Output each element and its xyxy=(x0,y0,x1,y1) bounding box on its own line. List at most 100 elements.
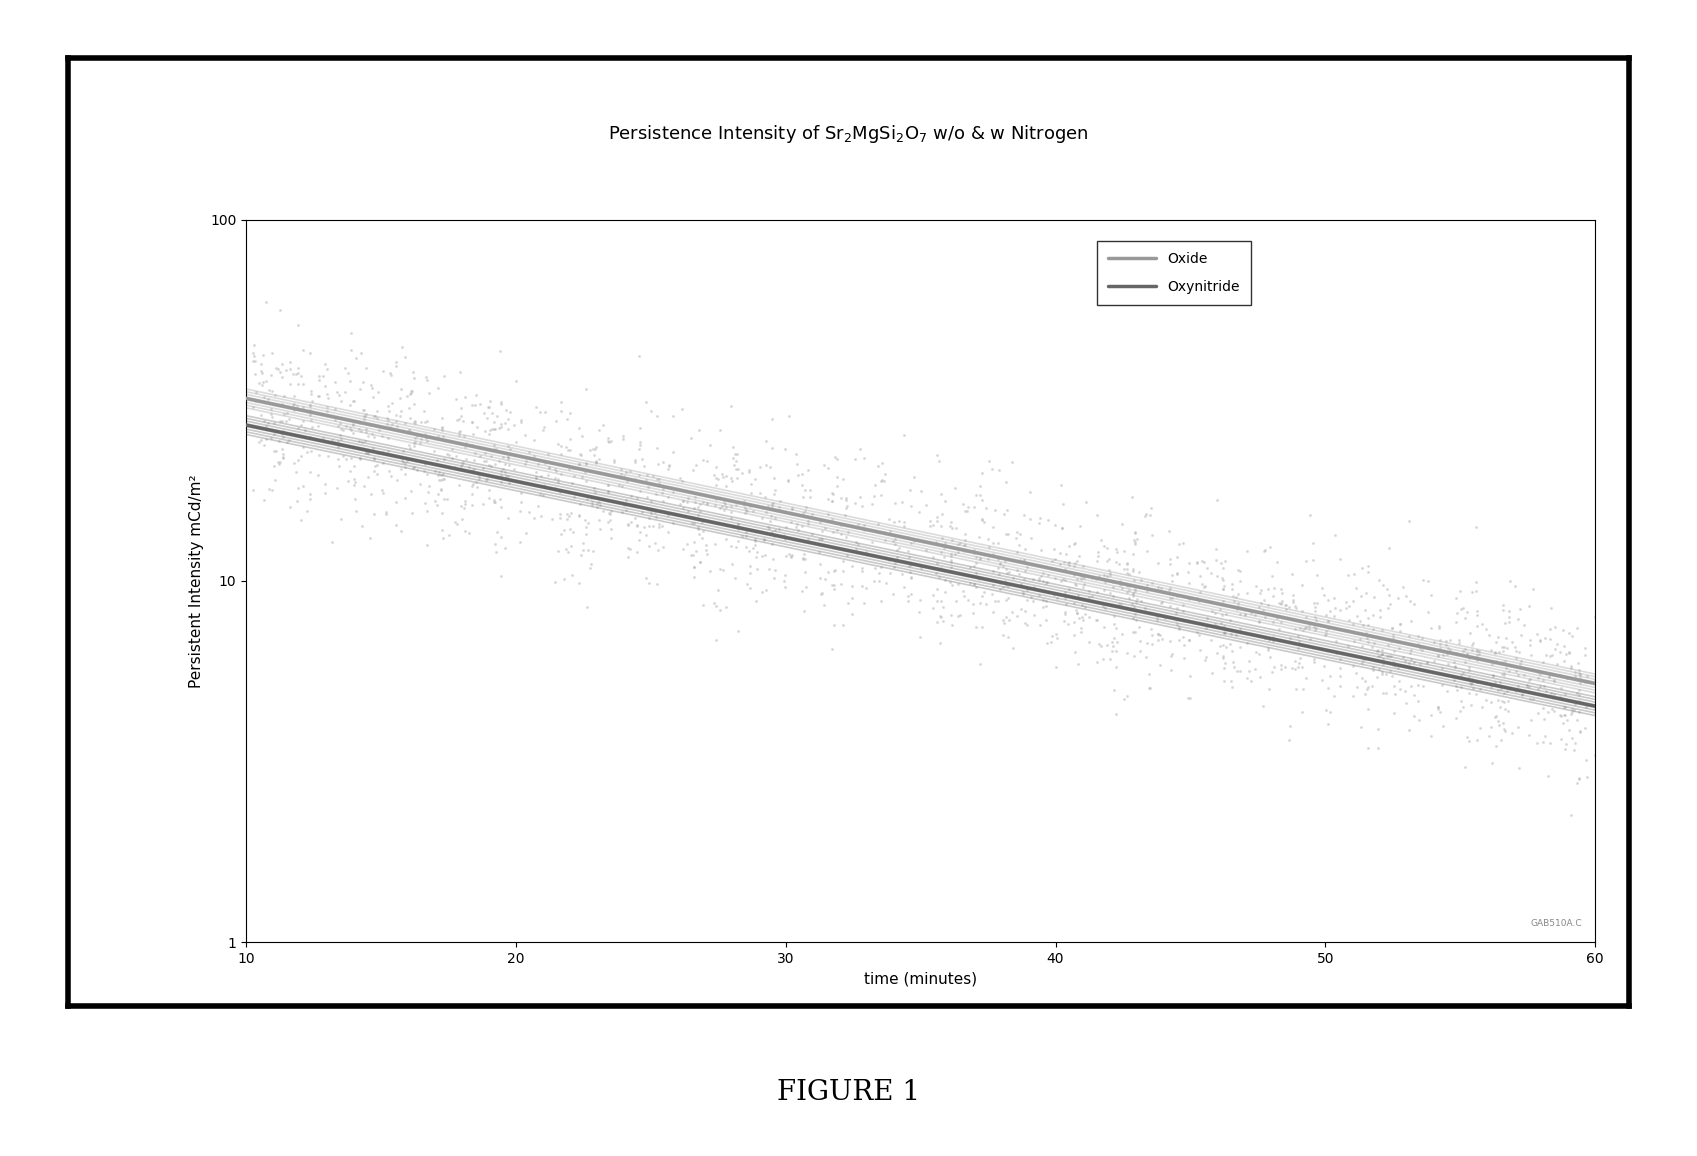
Point xyxy=(443,514,470,533)
Point xyxy=(1476,640,1504,659)
Point xyxy=(604,492,631,511)
Point xyxy=(684,505,711,524)
Point xyxy=(1212,653,1239,672)
Point xyxy=(270,397,297,415)
Point xyxy=(1208,580,1235,599)
Point xyxy=(1566,674,1593,692)
Point xyxy=(1118,562,1145,580)
Point xyxy=(482,494,509,512)
Point xyxy=(635,536,662,555)
Point xyxy=(815,563,842,581)
Point xyxy=(1088,531,1115,549)
Point xyxy=(833,528,860,547)
Point xyxy=(1381,684,1409,703)
Point xyxy=(553,505,580,524)
Point xyxy=(789,504,816,523)
Point xyxy=(387,459,414,477)
Point xyxy=(501,460,528,479)
Point xyxy=(821,449,848,467)
Point xyxy=(1234,633,1261,652)
Point xyxy=(1488,680,1515,698)
Point xyxy=(808,584,835,602)
Point xyxy=(1442,709,1470,727)
Point xyxy=(1558,627,1585,645)
Point xyxy=(1067,608,1095,627)
Point xyxy=(482,454,509,473)
Point xyxy=(731,527,759,546)
Point xyxy=(248,355,275,373)
Point xyxy=(1144,580,1171,599)
Point xyxy=(429,529,456,548)
Point xyxy=(1122,533,1149,551)
Point xyxy=(1515,631,1543,650)
Point xyxy=(638,502,665,520)
Point xyxy=(1571,673,1599,691)
Point xyxy=(670,491,697,510)
Point xyxy=(1052,603,1079,622)
Point xyxy=(548,393,575,412)
Point xyxy=(928,504,955,523)
Point xyxy=(1174,689,1201,707)
Point xyxy=(606,476,633,495)
Point xyxy=(1483,652,1510,670)
Point xyxy=(1524,669,1551,688)
Point xyxy=(1247,593,1274,612)
Point xyxy=(1171,636,1198,654)
Point xyxy=(1378,647,1405,666)
Point xyxy=(451,435,479,453)
Point xyxy=(596,511,623,529)
Point xyxy=(431,470,458,489)
Point xyxy=(991,571,1018,590)
Point xyxy=(572,454,599,473)
Point xyxy=(796,488,823,506)
Point xyxy=(414,465,441,483)
Point xyxy=(865,571,893,590)
Point xyxy=(742,532,769,550)
Point xyxy=(1536,667,1563,686)
Point xyxy=(1400,687,1427,705)
Point xyxy=(470,495,497,513)
Point xyxy=(1480,667,1507,686)
Point xyxy=(248,406,275,424)
Point xyxy=(351,407,378,425)
Point xyxy=(759,497,786,516)
Point xyxy=(1188,551,1215,570)
Point xyxy=(643,486,670,504)
Point xyxy=(984,592,1011,610)
Point xyxy=(1429,675,1456,694)
Point xyxy=(823,450,850,468)
Point xyxy=(1502,577,1529,595)
Point xyxy=(1509,686,1536,704)
Point xyxy=(1560,701,1587,719)
Point xyxy=(1498,724,1526,742)
Point xyxy=(557,520,584,539)
Point xyxy=(424,484,451,503)
Point xyxy=(655,488,682,506)
Point xyxy=(1191,578,1218,596)
Point xyxy=(635,509,662,527)
Point xyxy=(458,461,485,480)
Point xyxy=(1062,554,1089,572)
Point xyxy=(1427,638,1454,657)
Point xyxy=(326,425,353,444)
Point xyxy=(477,392,504,410)
Point xyxy=(1291,618,1319,637)
Point xyxy=(1481,736,1509,755)
Point xyxy=(1587,658,1614,676)
Point xyxy=(1071,598,1098,616)
Point xyxy=(1103,705,1130,724)
Point xyxy=(687,495,714,513)
Point xyxy=(945,533,972,551)
Point xyxy=(277,375,304,393)
Point xyxy=(923,445,950,464)
Point xyxy=(411,402,438,421)
Point xyxy=(865,564,893,583)
Point xyxy=(414,412,441,430)
Point xyxy=(742,469,769,488)
Point xyxy=(961,557,988,576)
Point xyxy=(1049,569,1076,587)
Point xyxy=(1122,623,1149,642)
Point xyxy=(350,373,377,392)
Point xyxy=(574,489,601,507)
Point xyxy=(443,446,470,465)
